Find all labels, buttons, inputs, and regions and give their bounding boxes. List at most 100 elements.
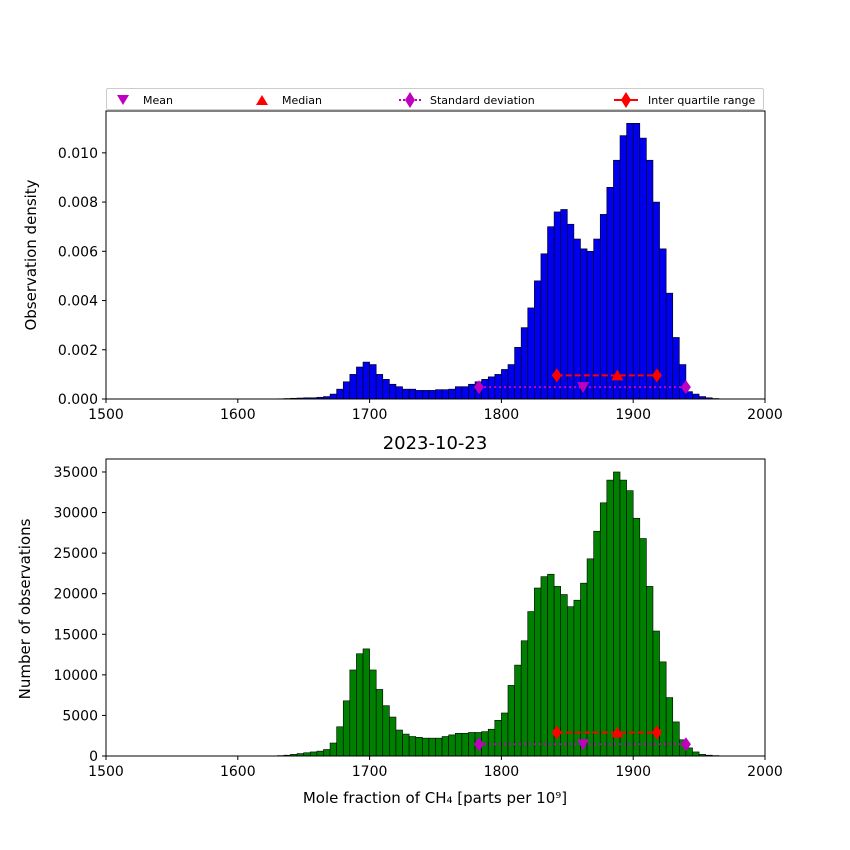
histogram-bar bbox=[520, 640, 529, 757]
y-tick-label: 10000 bbox=[53, 668, 98, 684]
histogram-bar bbox=[316, 750, 324, 757]
iqr-low-marker bbox=[551, 368, 562, 383]
y-tick-label: 0.002 bbox=[58, 343, 98, 359]
histogram-bar bbox=[646, 159, 654, 400]
histogram-bar bbox=[606, 187, 614, 400]
histogram-bar bbox=[336, 388, 344, 400]
histogram-bar bbox=[382, 379, 390, 400]
histogram-bar bbox=[619, 135, 627, 400]
histogram-bar bbox=[415, 737, 423, 757]
mean-marker bbox=[577, 739, 590, 751]
histogram-bar bbox=[639, 137, 647, 400]
histogram-bar bbox=[659, 661, 667, 757]
histogram-bar bbox=[468, 383, 476, 400]
histogram-bar bbox=[606, 479, 614, 757]
histogram-bar bbox=[356, 366, 364, 400]
histogram-bar bbox=[632, 123, 641, 400]
histogram-bar bbox=[435, 389, 443, 400]
histogram-bar bbox=[389, 383, 397, 400]
top-y-axis-label: Observation density bbox=[22, 179, 40, 330]
mean-marker bbox=[577, 382, 590, 394]
x-tick-label: 1900 bbox=[615, 764, 651, 780]
histogram-bar bbox=[342, 700, 351, 757]
median-legend-marker bbox=[256, 95, 268, 105]
x-axis-label: Mole fraction of CH₄ [parts per 10⁹] bbox=[303, 789, 567, 807]
y-tick-label: 5000 bbox=[62, 708, 98, 724]
std-high-marker bbox=[680, 737, 691, 752]
y-tick-label: 15000 bbox=[53, 627, 98, 643]
histogram-bar bbox=[487, 728, 496, 757]
histogram-bar bbox=[692, 393, 700, 400]
std-high-marker bbox=[680, 380, 691, 395]
histogram-bar bbox=[415, 390, 423, 400]
histogram-bar bbox=[613, 159, 621, 400]
histogram-bar bbox=[375, 374, 384, 400]
legend-mean-label: Mean bbox=[143, 94, 173, 107]
top-density-panel: 1500 1600 1700 1800 1900 2000 0.000 0.002 0.004… bbox=[22, 110, 783, 423]
histogram-bar bbox=[408, 736, 417, 757]
histogram-bar bbox=[593, 530, 601, 757]
histogram-bar bbox=[672, 721, 680, 757]
legend-median-label: Median bbox=[282, 94, 322, 107]
histogram-bar bbox=[599, 214, 608, 400]
bottom-axes-frame bbox=[105, 458, 766, 757]
iqr-high-marker bbox=[651, 725, 662, 740]
mean-legend-marker bbox=[117, 95, 129, 105]
histogram-bar bbox=[448, 388, 456, 400]
bottom-x-ticks: 1500 1600 1700 1800 1900 2000 bbox=[88, 756, 783, 780]
top-histogram-bars bbox=[277, 123, 720, 400]
y-tick-label: 30000 bbox=[53, 506, 98, 522]
x-tick-label: 2000 bbox=[747, 764, 783, 780]
histogram-bar bbox=[580, 248, 588, 400]
histogram-bar bbox=[540, 576, 548, 757]
y-tick-label: 0 bbox=[89, 749, 98, 765]
bottom-y-axis-label: Number of observations bbox=[16, 518, 34, 699]
histogram-bar bbox=[408, 388, 417, 400]
legend-std-label: Standard deviation bbox=[430, 94, 535, 107]
histogram-bar bbox=[481, 379, 489, 400]
histogram-bar bbox=[435, 737, 443, 757]
histogram-bar bbox=[646, 586, 654, 757]
histogram-bar bbox=[329, 742, 337, 757]
y-tick-label: 0.006 bbox=[58, 244, 98, 260]
x-tick-label: 1600 bbox=[220, 764, 256, 780]
bottom-count-panel: 2023-10-23 1500 1600 1700 1800 1900 2000 0 500… bbox=[16, 433, 783, 807]
histogram-bar bbox=[507, 364, 515, 400]
histogram-bar bbox=[461, 732, 469, 757]
histogram-bar bbox=[402, 388, 410, 400]
histogram-bar bbox=[527, 307, 535, 400]
histogram-bar bbox=[309, 751, 318, 757]
bottom-stats-markers bbox=[473, 725, 691, 752]
histogram-bar bbox=[349, 669, 357, 757]
median-marker bbox=[611, 369, 624, 381]
histogram-bar bbox=[613, 471, 621, 757]
std-low-marker bbox=[473, 737, 484, 752]
histogram-bar bbox=[501, 712, 509, 757]
x-tick-label: 2000 bbox=[747, 407, 783, 423]
histogram-bar bbox=[395, 729, 403, 757]
y-tick-label: 0.008 bbox=[58, 195, 98, 211]
histogram-bar bbox=[369, 364, 377, 400]
x-tick-label: 1700 bbox=[352, 407, 388, 423]
histogram-bar bbox=[665, 292, 674, 400]
histogram-bar bbox=[454, 386, 463, 400]
legend-symbols: Mean Median Standard deviation Inter qua… bbox=[117, 92, 755, 108]
top-y-ticks: 0.000 0.002 0.004 0.006 0.008 0.010 bbox=[58, 146, 106, 408]
top-x-ticks: 1500 1600 1700 1800 1900 2000 bbox=[88, 399, 783, 423]
histogram-bar bbox=[356, 653, 364, 757]
histogram-bar bbox=[672, 337, 680, 400]
x-tick-label: 1900 bbox=[615, 407, 651, 423]
histogram-bar bbox=[547, 573, 555, 757]
histogram-bar bbox=[448, 734, 456, 757]
histogram-bar bbox=[665, 697, 674, 757]
histogram-bar bbox=[520, 327, 529, 400]
histogram-bar bbox=[461, 386, 469, 400]
iqr-legend-marker bbox=[621, 92, 631, 108]
histogram-bar bbox=[428, 737, 436, 757]
histogram-bar bbox=[389, 716, 397, 757]
x-tick-label: 1600 bbox=[220, 407, 256, 423]
median-marker bbox=[611, 726, 624, 738]
histogram-bar bbox=[534, 587, 542, 757]
bottom-y-ticks: 0 5000 10000 15000 20000 25000 30000 35000 bbox=[53, 465, 106, 765]
